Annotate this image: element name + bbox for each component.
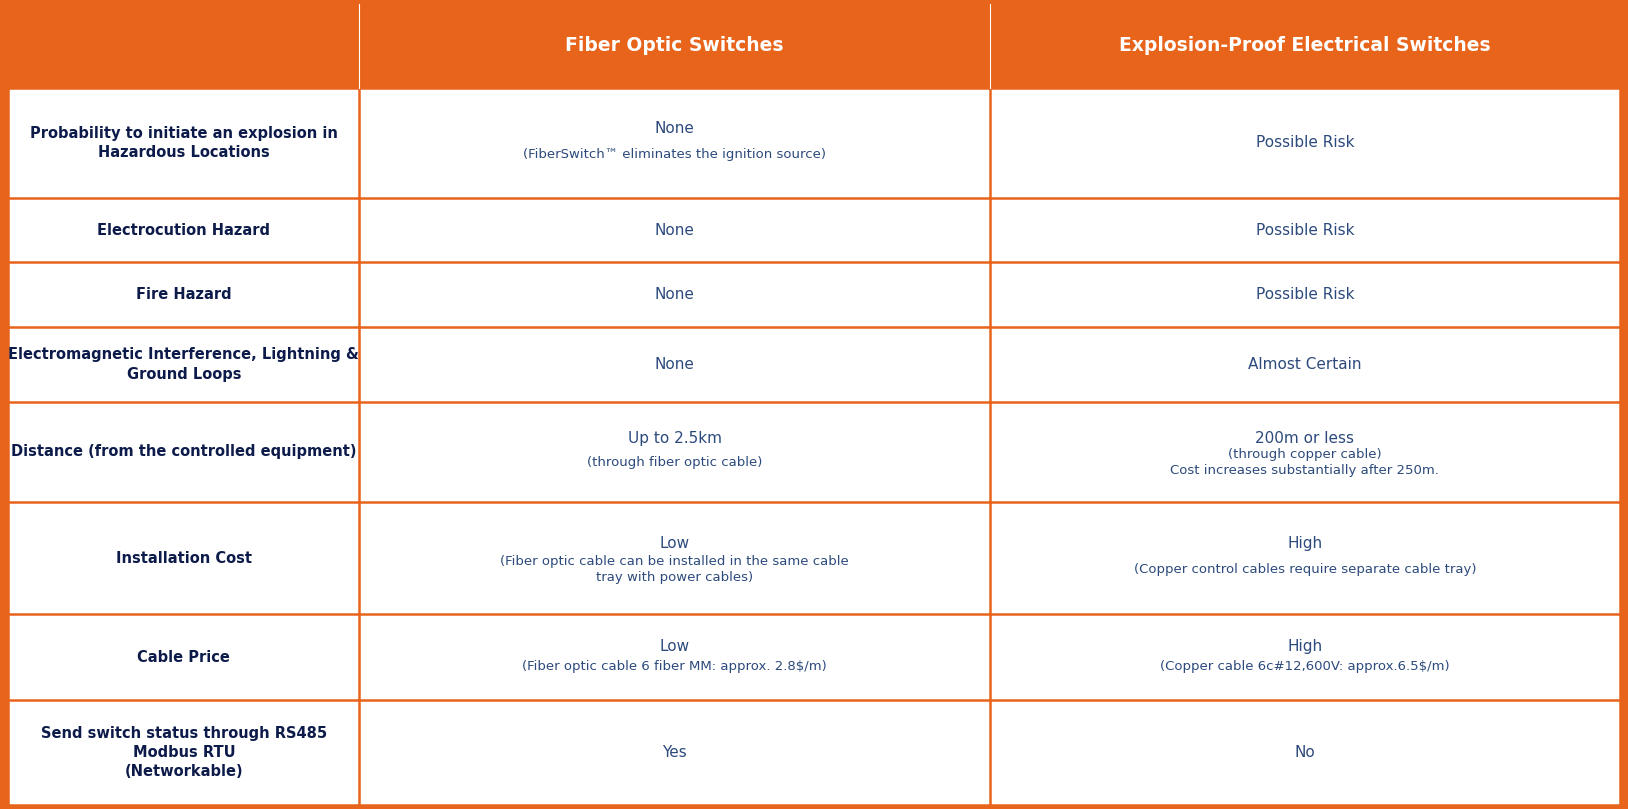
Text: Electrocution Hazard: Electrocution Hazard [98, 222, 270, 238]
Text: (through copper cable)
Cost increases substantially after 250m.: (through copper cable) Cost increases su… [1171, 447, 1439, 477]
Text: (Fiber optic cable can be installed in the same cable
tray with power cables): (Fiber optic cable can be installed in t… [500, 555, 848, 584]
Text: Probability to initiate an explosion in
Hazardous Locations: Probability to initiate an explosion in … [29, 125, 337, 160]
Text: Yes: Yes [663, 745, 687, 760]
Text: Up to 2.5km: Up to 2.5km [627, 431, 721, 447]
Text: None: None [654, 222, 695, 238]
Bar [8, 88, 1620, 197]
Text: Possible Risk: Possible Risk [1255, 135, 1354, 150]
Text: Distance (from the controlled equipment): Distance (from the controlled equipment) [11, 444, 357, 460]
Bar [8, 197, 1620, 262]
Bar [8, 502, 1620, 614]
Text: Send switch status through RS485
Modbus RTU
(Networkable): Send switch status through RS485 Modbus … [41, 726, 327, 779]
Text: (through fiber optic cable): (through fiber optic cable) [588, 455, 762, 468]
Text: 200m or less: 200m or less [1255, 431, 1354, 447]
Bar [8, 4, 1620, 88]
Text: Low: Low [659, 536, 690, 551]
Text: No: No [1294, 745, 1315, 760]
Text: High: High [1288, 536, 1322, 551]
Bar [8, 262, 1620, 328]
Text: (FiberSwitch™ eliminates the ignition source): (FiberSwitch™ eliminates the ignition so… [523, 148, 825, 161]
Text: None: None [654, 287, 695, 303]
Text: None: None [654, 121, 695, 136]
Text: Almost Certain: Almost Certain [1249, 357, 1361, 372]
Text: Explosion-Proof Electrical Switches: Explosion-Proof Electrical Switches [1118, 36, 1491, 56]
Text: Cable Price: Cable Price [137, 650, 230, 665]
Text: Electromagnetic Interference, Lightning &
Ground Loops: Electromagnetic Interference, Lightning … [8, 347, 360, 382]
Text: (Copper cable 6c#12,600V: approx.6.5$/m): (Copper cable 6c#12,600V: approx.6.5$/m) [1161, 659, 1449, 672]
Bar [8, 614, 1620, 700]
Bar [8, 700, 1620, 805]
Bar [8, 401, 1620, 502]
Text: Installation Cost: Installation Cost [116, 550, 252, 565]
Bar [8, 328, 1620, 401]
Text: (Fiber optic cable 6 fiber MM: approx. 2.8$/m): (Fiber optic cable 6 fiber MM: approx. 2… [523, 659, 827, 672]
Text: High: High [1288, 638, 1322, 654]
Text: None: None [654, 357, 695, 372]
Text: Fiber Optic Switches: Fiber Optic Switches [565, 36, 783, 56]
Text: Low: Low [659, 638, 690, 654]
Text: (Copper control cables require separate cable tray): (Copper control cables require separate … [1133, 563, 1477, 576]
Text: Possible Risk: Possible Risk [1255, 222, 1354, 238]
Text: Possible Risk: Possible Risk [1255, 287, 1354, 303]
Text: Fire Hazard: Fire Hazard [137, 287, 231, 303]
